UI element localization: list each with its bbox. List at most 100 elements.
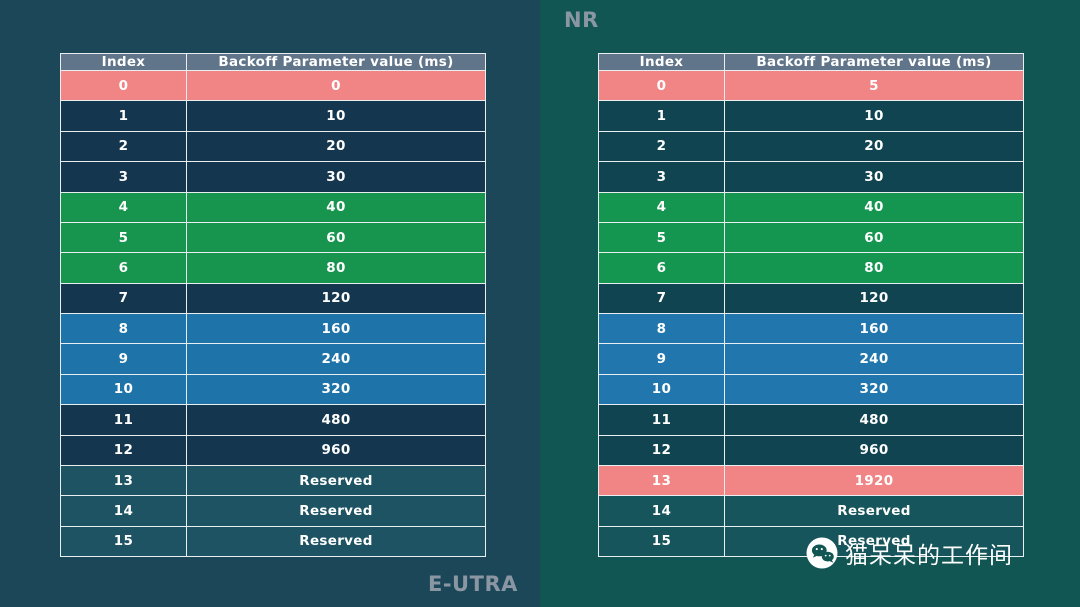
value-cell: 20	[724, 130, 1024, 163]
table-row: 2 20	[60, 130, 486, 163]
index-cell: 15	[60, 525, 187, 558]
index-cell: 10	[60, 373, 187, 406]
backoff-parameter-table: Index Backoff Parameter value (ms) 0 0 1 10 2 2…	[60, 53, 486, 558]
table-row: 7 120	[598, 282, 1024, 315]
eutra-backoff-table: Index Backoff Parameter value (ms) 0 0 1 10 2 2…	[60, 53, 486, 558]
value-cell: 120	[186, 282, 486, 315]
value-cell: 240	[186, 343, 486, 375]
value-cell: Reserved	[724, 495, 1024, 527]
table-row: 4 40	[598, 191, 1024, 223]
watermark-text: 猫呆呆的工作间	[845, 543, 1013, 569]
index-cell: 11	[60, 404, 187, 436]
index-cell: 15	[598, 525, 725, 558]
backoff-parameter-table: Index Backoff Parameter value (ms) 0 5 1 10 2 2…	[598, 53, 1024, 558]
table-row: 13 Reserved	[60, 464, 486, 497]
index-cell: 13	[60, 464, 187, 497]
table-row: 11 480	[598, 404, 1024, 436]
index-column-header: Index	[598, 53, 725, 71]
index-cell: 3	[598, 161, 725, 193]
index-cell: 2	[60, 130, 187, 163]
table-row: 10 320	[598, 373, 1024, 406]
index-cell: 12	[598, 434, 725, 466]
value-cell: 30	[186, 161, 486, 193]
index-cell: 13	[598, 464, 725, 497]
value-cell: 60	[186, 221, 486, 254]
value-cell: 40	[186, 191, 486, 223]
table-row: 9 240	[60, 343, 486, 375]
index-cell: 1	[598, 100, 725, 132]
table-row: 5 60	[598, 221, 1024, 254]
table-row: 9 240	[598, 343, 1024, 375]
value-cell: 40	[724, 191, 1024, 223]
value-cell: Reserved	[186, 525, 486, 558]
value-cell: 10	[186, 100, 486, 132]
table-row: 11 480	[60, 404, 486, 436]
value-cell: 20	[186, 130, 486, 163]
value-cell: Reserved	[186, 464, 486, 497]
table-row: 8 160	[598, 312, 1024, 345]
value-cell: Reserved	[724, 525, 1024, 558]
table-row: 5 60	[60, 221, 486, 254]
index-cell: 10	[598, 373, 725, 406]
table-row: 6 80	[60, 252, 486, 284]
index-cell: 9	[60, 343, 187, 375]
index-cell: 4	[60, 191, 187, 223]
table-row: 13 1920	[598, 464, 1024, 497]
table-row: 1 10	[598, 100, 1024, 132]
watermark: 猫呆呆的工作间	[806, 536, 1013, 570]
value-cell: 960	[186, 434, 486, 466]
index-cell: 12	[60, 434, 187, 466]
index-cell: 14	[598, 495, 725, 527]
index-cell: 8	[60, 312, 187, 345]
index-cell: 6	[60, 252, 187, 284]
table-row: 6 80	[598, 252, 1024, 284]
table-row: 14 Reserved	[60, 495, 486, 527]
value-column-header: Backoff Parameter value (ms)	[186, 53, 486, 71]
eutra-table-title: E-UTRA	[428, 572, 518, 596]
value-cell: 480	[186, 404, 486, 436]
header-row: Index Backoff Parameter value (ms)	[60, 53, 486, 71]
table-row: 3 30	[60, 161, 486, 193]
index-cell: 3	[60, 161, 187, 193]
value-cell: 160	[724, 312, 1024, 345]
value-cell: 240	[724, 343, 1024, 375]
value-cell: 320	[186, 373, 486, 406]
table-row: 15 Reserved	[598, 525, 1024, 558]
table-row: 15 Reserved	[60, 525, 486, 558]
value-cell: 960	[724, 434, 1024, 466]
value-cell: Reserved	[186, 495, 486, 527]
index-cell: 0	[598, 69, 725, 102]
index-cell: 2	[598, 130, 725, 163]
index-column-header: Index	[60, 53, 187, 71]
index-cell: 5	[598, 221, 725, 254]
table-row: 4 40	[60, 191, 486, 223]
value-cell: 60	[724, 221, 1024, 254]
table-row: 7 120	[60, 282, 486, 315]
table-row: 12 960	[598, 434, 1024, 466]
index-cell: 9	[598, 343, 725, 375]
index-cell: 8	[598, 312, 725, 345]
value-cell: 80	[186, 252, 486, 284]
index-cell: 0	[60, 69, 187, 102]
value-column-header: Backoff Parameter value (ms)	[724, 53, 1024, 71]
table-row: 8 160	[60, 312, 486, 345]
value-cell: 1920	[724, 464, 1024, 497]
index-cell: 11	[598, 404, 725, 436]
table-row: 10 320	[60, 373, 486, 406]
nr-table-title: NR	[564, 8, 599, 32]
value-cell: 120	[724, 282, 1024, 315]
value-cell: 160	[186, 312, 486, 345]
value-cell: 480	[724, 404, 1024, 436]
wechat-icon	[806, 537, 838, 569]
index-cell: 7	[598, 282, 725, 315]
table-row: 12 960	[60, 434, 486, 466]
value-cell: 5	[724, 69, 1024, 102]
table-row: 14 Reserved	[598, 495, 1024, 527]
value-cell: 320	[724, 373, 1024, 406]
value-cell: 10	[724, 100, 1024, 132]
value-cell: 30	[724, 161, 1024, 193]
index-cell: 5	[60, 221, 187, 254]
